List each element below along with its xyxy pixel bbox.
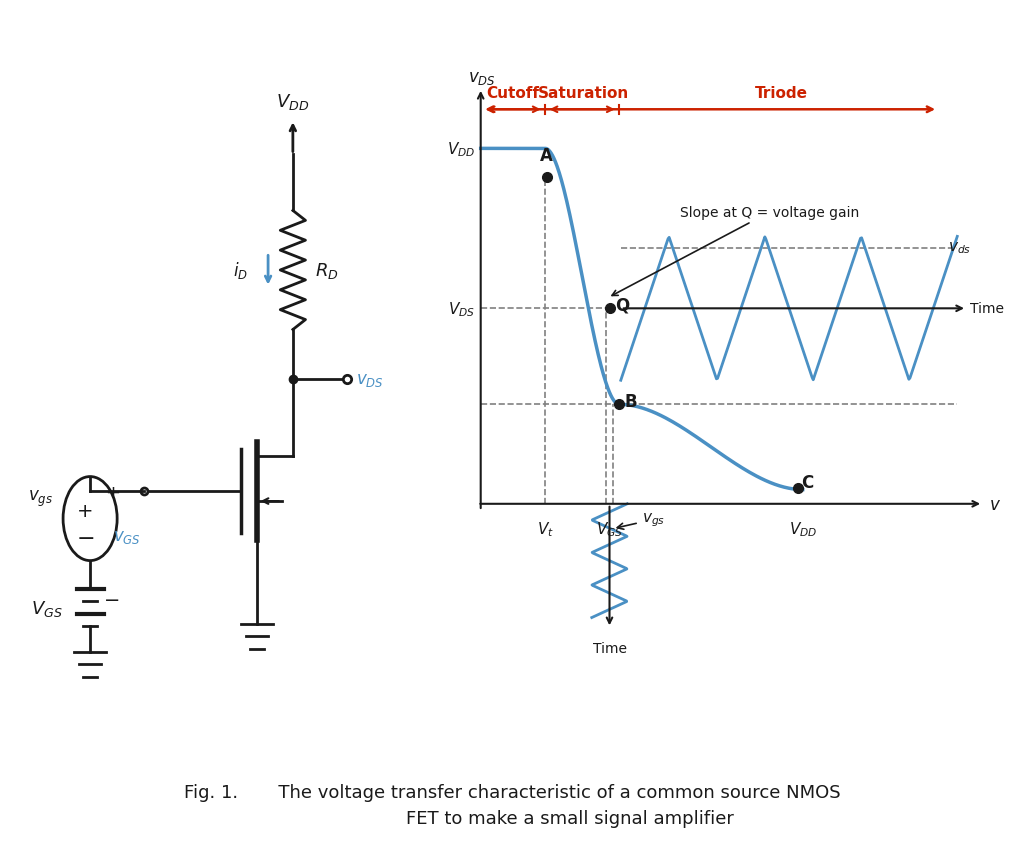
Text: $v$: $v$ <box>989 496 1001 514</box>
Text: −: − <box>77 529 95 548</box>
Text: $v_{DS}$: $v_{DS}$ <box>468 69 497 87</box>
Text: $R_D$: $R_D$ <box>315 261 339 281</box>
Text: −: − <box>104 590 121 609</box>
Text: +: + <box>105 484 120 502</box>
Text: +: + <box>78 501 94 520</box>
Text: $V_t$: $V_t$ <box>537 520 554 539</box>
Text: $V_{DD}$: $V_{DD}$ <box>788 520 817 539</box>
Text: Q: Q <box>615 296 630 315</box>
Text: $v_{gs}$: $v_{gs}$ <box>617 511 665 530</box>
Text: Time: Time <box>593 641 627 655</box>
Text: A: A <box>541 148 553 165</box>
Text: Time: Time <box>970 302 1005 316</box>
Text: $V_{GS}$: $V_{GS}$ <box>32 598 63 618</box>
Text: $V_{DS}$: $V_{DS}$ <box>447 299 475 318</box>
Text: Slope at Q = voltage gain: Slope at Q = voltage gain <box>612 206 859 296</box>
Text: Triode: Triode <box>756 86 808 102</box>
Text: $v_{gs}$: $v_{gs}$ <box>28 488 53 508</box>
Text: Fig. 1.       The voltage transfer characteristic of a common source NMOS
      : Fig. 1. The voltage transfer characteris… <box>183 783 841 827</box>
Text: $v_{GS}$: $v_{GS}$ <box>113 527 141 545</box>
Text: $V_{GS}$: $V_{GS}$ <box>596 520 623 539</box>
Text: $V_{DD}$: $V_{DD}$ <box>446 140 475 159</box>
Text: Cutoff: Cutoff <box>486 86 540 102</box>
Text: $v_{DS}$: $v_{DS}$ <box>356 370 384 388</box>
Text: $i_D$: $i_D$ <box>232 260 248 281</box>
Text: B: B <box>625 392 638 410</box>
Text: Saturation: Saturation <box>539 86 630 102</box>
Text: C: C <box>801 473 813 491</box>
Text: $v_{ds}$: $v_{ds}$ <box>947 241 971 256</box>
Text: $V_{DD}$: $V_{DD}$ <box>276 92 309 112</box>
